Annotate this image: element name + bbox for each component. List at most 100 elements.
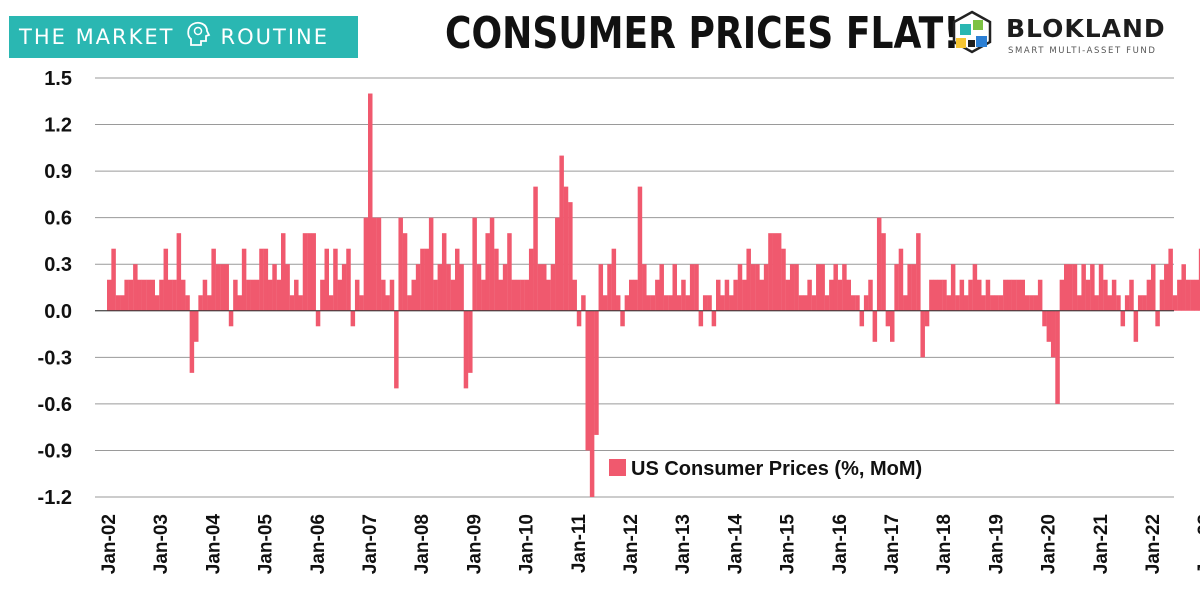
- cpi-bar: [411, 279, 416, 311]
- cpi-bar: [1120, 310, 1126, 327]
- cpi-bar: [407, 295, 412, 311]
- cpi-bar: [768, 233, 773, 311]
- cpi-bar: [133, 264, 138, 311]
- cpi-bar: [977, 279, 982, 311]
- cpi-bar: [629, 279, 634, 311]
- cpi-bar: [916, 233, 921, 311]
- cpi-bar: [537, 264, 543, 311]
- cpi-bar: [1137, 295, 1143, 311]
- cpi-bar: [1033, 295, 1039, 311]
- cpi-bar: [985, 279, 991, 311]
- cpi-bar: [350, 310, 356, 327]
- x-tick-label: Jan-14: [725, 514, 746, 575]
- cpi-bar: [207, 295, 212, 311]
- cpi-bar: [354, 279, 360, 311]
- cpi-bar: [698, 310, 704, 327]
- cpi-bar: [285, 264, 290, 311]
- cpi-bar: [711, 310, 717, 327]
- x-tick-label: Jan-03: [151, 514, 172, 574]
- cpi-bar: [898, 248, 904, 311]
- cpi-bar: [1042, 310, 1047, 327]
- cpi-bar: [559, 155, 564, 311]
- cpi-bar: [450, 279, 456, 311]
- legend: US Consumer Prices (%, MoM): [609, 458, 922, 480]
- cpi-bar: [624, 295, 630, 311]
- cpi-bar: [968, 279, 973, 311]
- cpi-bar: [963, 295, 969, 311]
- cpi-bar: [776, 233, 782, 311]
- x-tick-label: Jan-05: [256, 514, 277, 575]
- cpi-bar: [507, 233, 512, 311]
- cpi-bar: [202, 279, 208, 311]
- cpi-bar: [1103, 279, 1108, 311]
- cpi-bar: [376, 217, 382, 311]
- header: THE MARKET ROUTINE CONSUMER PRICES FLAT!…: [0, 0, 1200, 72]
- cpi-bar: [328, 295, 334, 311]
- cpi-bar: [194, 310, 199, 342]
- cpi-bar: [555, 217, 560, 311]
- cpi-bar: [1111, 279, 1117, 311]
- cpi-bar: [346, 248, 351, 311]
- logo-text-part1: THE MARKET: [19, 25, 175, 49]
- cpi-bar: [920, 310, 925, 358]
- cpi-bar: [1098, 264, 1104, 311]
- cpi-bar: [211, 248, 216, 311]
- cpi-bar: [481, 279, 486, 311]
- x-tick-label: Jan-21: [1091, 514, 1112, 575]
- cpi-bar: [876, 217, 882, 311]
- cpi-bar: [572, 279, 577, 311]
- y-tick-label: 0.6: [44, 208, 72, 230]
- cpi-bar: [198, 295, 203, 311]
- x-tick-label: Jan-15: [778, 514, 799, 575]
- cpi-bar: [189, 310, 195, 373]
- cpi-bar: [1172, 295, 1178, 311]
- cpi-bar: [803, 295, 808, 311]
- x-tick-label: Jan-09: [464, 514, 485, 574]
- cpi-bar: [981, 295, 986, 311]
- cpi-bar: [463, 310, 469, 389]
- cpi-bar: [950, 264, 956, 311]
- cpi-bar: [215, 264, 221, 311]
- cpi-bar: [441, 233, 447, 311]
- cpi-bar: [720, 295, 725, 311]
- cpi-bar: [637, 186, 643, 311]
- cpi-bar: [546, 279, 551, 311]
- cpi-bar: [1037, 279, 1043, 311]
- cpi-bar: [111, 248, 116, 311]
- cpi-bar: [837, 279, 843, 311]
- logo-text-part2: ROUTINE: [220, 25, 330, 49]
- cpi-bar: [785, 279, 791, 311]
- cpi-bar: [1024, 295, 1030, 311]
- cpi-bar: [359, 295, 364, 311]
- cpi-bar: [646, 295, 651, 311]
- cpi-bar: [381, 279, 386, 311]
- cpi-bar: [363, 217, 369, 311]
- cpi-bar: [1185, 279, 1191, 311]
- cpi-bar: [241, 248, 247, 311]
- cube-cluster-icon: [952, 10, 992, 54]
- cpi-bar: [372, 217, 377, 311]
- cpi-bar: [511, 279, 517, 311]
- cpi-bar: [716, 279, 721, 311]
- x-tick-label: Jan-11: [569, 514, 590, 574]
- cpi-bar: [446, 264, 451, 311]
- y-tick-label: 0.3: [44, 254, 72, 276]
- blokland-tagline: SMART MULTI-ASSET FUND: [1008, 46, 1157, 56]
- market-routine-logo: THE MARKET ROUTINE: [9, 16, 358, 58]
- cpi-bar: [881, 233, 886, 311]
- cpi-bar: [1072, 264, 1078, 311]
- cpi-bar: [1077, 295, 1082, 311]
- cpi-bar: [498, 279, 503, 311]
- cpi-bar: [942, 279, 947, 311]
- y-tick-label: -0.6: [38, 394, 72, 416]
- cpi-bar: [1168, 248, 1173, 311]
- cpi-bar: [128, 279, 134, 311]
- cpi-bar: [1046, 310, 1052, 342]
- cpi-bar: [655, 279, 660, 311]
- cpi-bar: [1155, 310, 1160, 327]
- cpi-bar: [437, 264, 443, 311]
- cpi-bar: [259, 248, 264, 311]
- cpi-bar: [1133, 310, 1139, 342]
- x-tick-label: Jan-20: [1039, 514, 1060, 574]
